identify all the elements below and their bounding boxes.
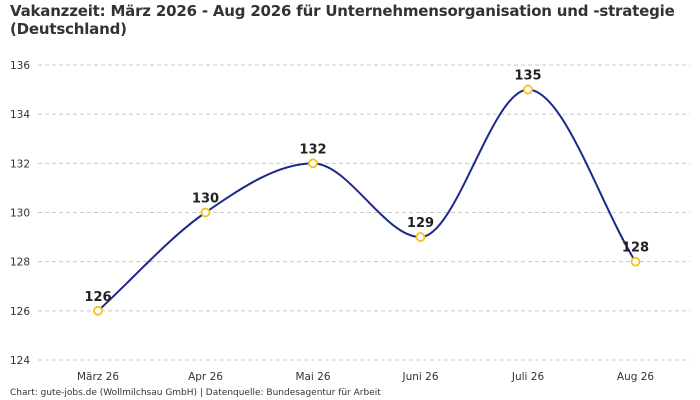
y-tick-label: 126 — [10, 306, 30, 318]
data-point[interactable] — [308, 158, 318, 169]
y-axis-ticks: 124 126 128 130 132 134 136 — [10, 60, 30, 367]
data-label: 128 — [622, 241, 649, 256]
data-label: 129 — [407, 216, 434, 231]
source-footer: Chart: gute-jobs.de (Wollmilchsau GmbH) … — [10, 388, 381, 398]
data-label: 135 — [514, 69, 541, 84]
series-line — [97, 88, 637, 312]
data-label: 132 — [299, 142, 326, 157]
data-point[interactable] — [630, 256, 641, 267]
x-tick-label: Juni 26 — [401, 371, 438, 383]
x-tick-label: Aug 26 — [617, 371, 655, 383]
y-tick-label: 124 — [10, 355, 30, 367]
data-point[interactable] — [523, 84, 533, 95]
x-axis-ticks: März 26 Apr 26 Mai 26 Juni 26 Juli 26 Aug 26 — [77, 371, 654, 383]
data-label: 126 — [84, 290, 111, 305]
x-tick-label: Juli 26 — [511, 371, 545, 383]
data-point[interactable] — [200, 207, 211, 218]
data-point[interactable] — [415, 232, 426, 242]
y-tick-label: 134 — [10, 109, 30, 121]
x-tick-label: März 26 — [77, 371, 119, 383]
y-tick-label: 128 — [10, 257, 30, 269]
data-points — [93, 84, 641, 316]
x-tick-label: Mai 26 — [295, 371, 330, 383]
y-tick-label: 130 — [10, 208, 30, 220]
data-labels: 126 130 132 129 135 128 — [84, 69, 649, 305]
grid-lines — [38, 64, 690, 361]
data-label: 130 — [192, 192, 219, 207]
y-tick-label: 132 — [10, 158, 30, 170]
series-line-group — [97, 88, 637, 312]
data-point[interactable] — [93, 305, 103, 316]
chart-title: Vakanzzeit: März 2026 - Aug 2026 für Unt… — [10, 2, 675, 38]
x-tick-label: Apr 26 — [188, 371, 223, 383]
y-tick-label: 136 — [10, 60, 30, 72]
